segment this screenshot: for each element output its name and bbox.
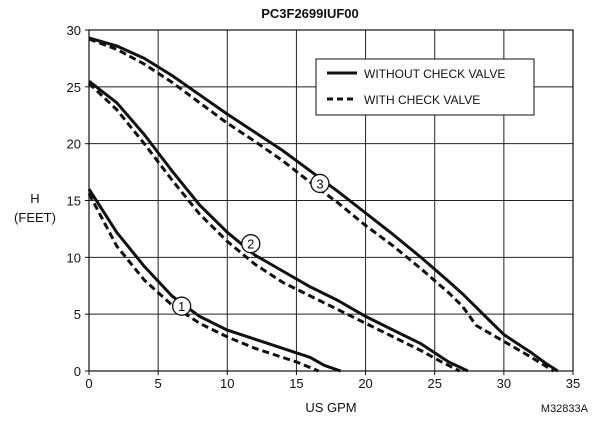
figure-code: M32833A [541, 403, 589, 415]
legend-dashed-label: WITH CHECK VALVE [364, 93, 480, 107]
series-lines [87, 36, 559, 373]
curve-markers: 1 2 3 [172, 173, 330, 316]
x-tick-label: 35 [566, 376, 580, 391]
curve-3-solid [88, 36, 559, 373]
curve-marker-label: 2 [247, 237, 254, 252]
y-tick-label: 20 [67, 137, 81, 152]
legend: WITHOUT CHECK VALVE WITH CHECK VALVE [315, 58, 535, 116]
curve-marker-3: 3 [310, 173, 330, 194]
y-tick-label: 15 [67, 194, 81, 209]
axes: 0 5 10 15 20 25 30 35 0 5 10 15 20 25 30 [67, 23, 581, 391]
y-tick-label: 10 [67, 250, 81, 265]
legend-box [315, 58, 535, 116]
chart-title: PC3F2699IUF00 [261, 6, 359, 21]
curve-marker-circle [241, 234, 261, 254]
curve-marker-1: 1 [172, 296, 192, 316]
x-tick-label: 25 [427, 376, 441, 391]
curve-marker-label: 3 [316, 176, 323, 191]
x-tick-label: 15 [289, 376, 303, 391]
x-axis-label: US GPM [305, 400, 356, 415]
curve-marker-2: 2 [241, 234, 261, 254]
curve-2-solid [88, 80, 469, 373]
x-tick-label: 0 [85, 376, 92, 391]
legend-solid-label: WITHOUT CHECK VALVE [364, 67, 505, 81]
curve-marker-circle [310, 173, 330, 194]
curve-1-dashed [87, 192, 320, 373]
y-tick-label: 0 [74, 364, 81, 379]
curve-2-dashed [87, 82, 461, 373]
curve-marker-circle [172, 296, 192, 316]
curve-1-solid [87, 188, 342, 373]
x-tick-label: 30 [497, 376, 511, 391]
x-tick-label: 10 [220, 376, 234, 391]
curve-marker-label: 1 [178, 299, 185, 314]
y-tick-label: 5 [74, 307, 81, 322]
curve-3-dashed [88, 37, 555, 373]
y-tick-label: 30 [67, 23, 81, 38]
y-axis-label-line2: (FEET) [14, 210, 56, 225]
y-axis-label-line1: H [30, 191, 39, 206]
y-tick-label: 25 [67, 80, 81, 95]
x-tick-label: 20 [358, 376, 372, 391]
x-tick-label: 5 [155, 376, 162, 391]
